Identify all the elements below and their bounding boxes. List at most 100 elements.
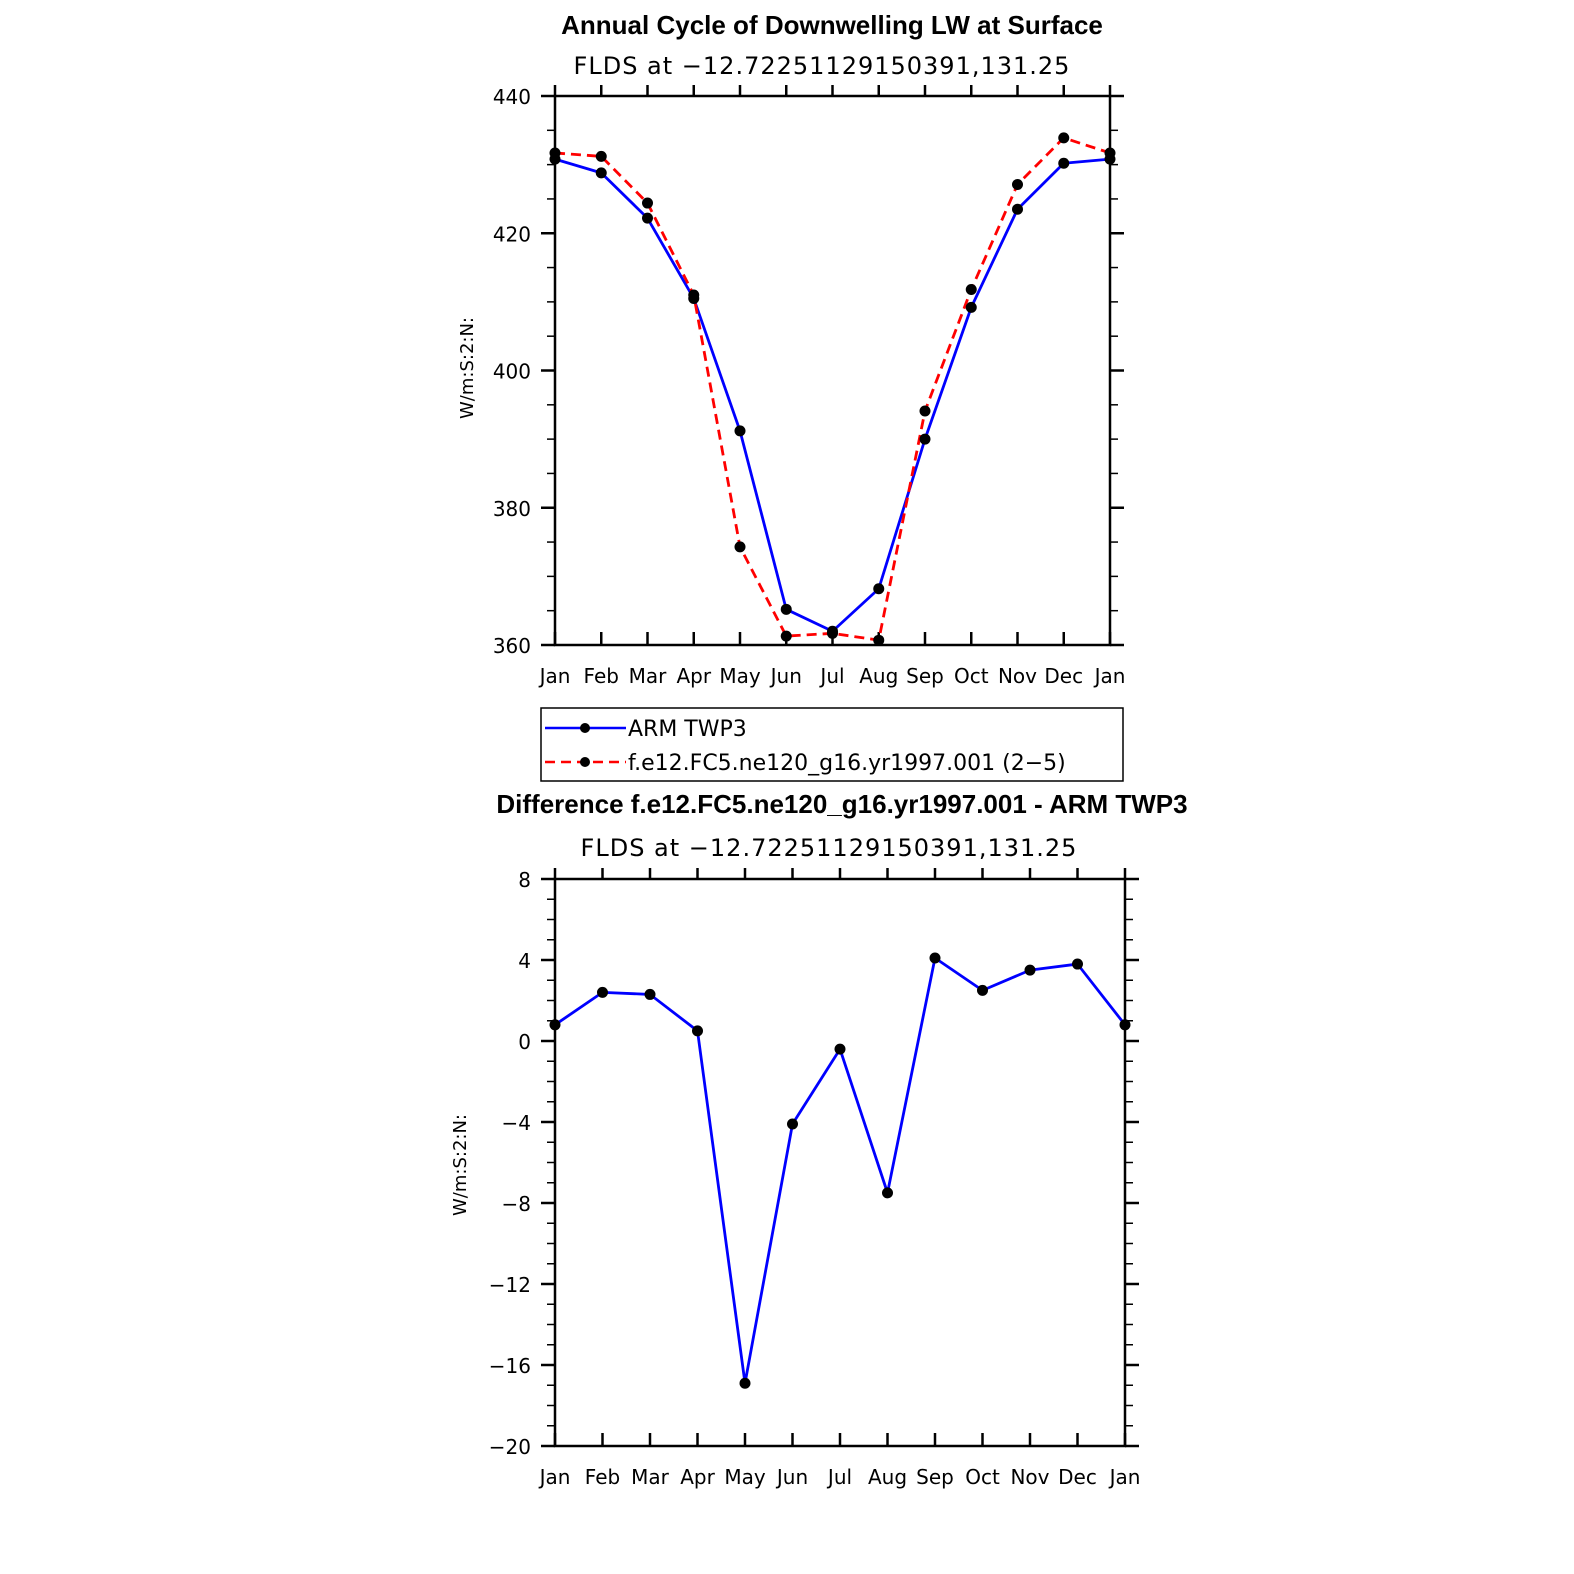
axis-ticks (541, 85, 1124, 647)
y-tick-label: −12 (489, 1273, 531, 1297)
series-lines (554, 956, 1127, 1385)
tick-labels: Jan Feb Mar Apr May Jun Jul Aug Sep Oct Nov Dec Jan−… (489, 868, 1141, 1489)
y-tick-label: 8 (518, 868, 531, 892)
data-point (1119, 1019, 1131, 1031)
data-point (688, 289, 700, 301)
data-point (1058, 157, 1070, 169)
series-line (554, 136, 1111, 642)
data-point (780, 630, 792, 642)
series-line (554, 157, 1111, 633)
chart-title: Difference f.e12.FC5.ne120_g16.yr1997.00… (496, 789, 1187, 819)
x-tick-label: Jan (1108, 1465, 1141, 1489)
data-point (642, 197, 653, 209)
chart-subtitle: FLDS at −12.72251129150391,131.25 (581, 834, 1078, 862)
data-point (827, 627, 838, 639)
series-lines (554, 136, 1111, 642)
y-axis-label: W/m:S:2:N: (457, 317, 478, 419)
data-point (873, 583, 885, 595)
y-tick-label: −4 (502, 1111, 531, 1135)
y-tick-label: 440 (493, 85, 531, 109)
data-point (1058, 132, 1070, 144)
data-point (1024, 964, 1036, 976)
x-tick-label: Jun (775, 1465, 808, 1489)
legend-box (540, 707, 1124, 782)
y-tick-label: −16 (489, 1354, 531, 1378)
data-point (919, 405, 931, 417)
x-tick-label: Dec (1058, 1465, 1097, 1489)
x-tick-label: Feb (584, 664, 619, 688)
y-axis-label: W/m:S:2:N: (450, 1114, 471, 1216)
legend-marker-model (580, 757, 590, 767)
data-point (549, 147, 561, 159)
data-point (965, 301, 977, 313)
y-tick-label: −20 (489, 1435, 531, 1459)
x-tick-label: Nov (1010, 1465, 1049, 1489)
x-tick-label: Jan (538, 664, 571, 688)
data-point (1104, 147, 1116, 159)
plot-frame (553, 94, 1112, 647)
y-tick-label: 360 (493, 634, 531, 658)
data-point (882, 1187, 893, 1199)
y-tick-label: 420 (493, 222, 531, 246)
x-tick-label: Aug (859, 664, 898, 688)
data-point (595, 150, 607, 162)
y-tick-label: 4 (518, 949, 531, 973)
data-point (734, 541, 746, 553)
y-tick-label: 400 (493, 360, 531, 384)
data-point (919, 433, 931, 445)
x-tick-label: Jan (1093, 664, 1126, 688)
x-tick-label: Aug (868, 1465, 907, 1489)
x-tick-label: Apr (680, 1465, 715, 1489)
legend: ARM TWP3 f.e12.FC5.ne120_g16.yr1997.001 … (540, 707, 1124, 782)
legend-label-arm: ARM TWP3 (628, 717, 747, 742)
chart-subtitle: FLDS at −12.72251129150391,131.25 (574, 52, 1071, 80)
legend-marker-arm (580, 723, 590, 733)
x-tick-label: Oct (954, 664, 989, 688)
annual-cycle-chart: Annual Cycle of Downwelling LW at Surfac… (457, 10, 1126, 782)
data-point (977, 984, 988, 996)
data-point (929, 952, 941, 964)
x-tick-label: May (724, 1465, 766, 1489)
legend-label-model: f.e12.FC5.ne120_g16.yr1997.001 (2−5) (628, 751, 1066, 776)
data-point (692, 1025, 703, 1037)
x-tick-label: Jul (818, 664, 844, 688)
x-tick-label: Mar (631, 1465, 670, 1489)
data-point (780, 603, 792, 615)
x-tick-label: Sep (906, 664, 944, 688)
data-point (873, 634, 885, 646)
x-tick-label: Apr (676, 664, 711, 688)
x-tick-label: Feb (585, 1465, 620, 1489)
data-point (1012, 203, 1023, 215)
series-points (549, 132, 1116, 646)
series-points (549, 952, 1131, 1389)
data-point (834, 1043, 846, 1055)
y-tick-label: 0 (518, 1030, 531, 1054)
x-tick-label: Sep (916, 1465, 954, 1489)
axis-ticks (541, 868, 1139, 1448)
chart-title: Annual Cycle of Downwelling LW at Surfac… (561, 10, 1103, 40)
plot-frame (553, 877, 1127, 1448)
data-point (1012, 179, 1023, 191)
x-tick-label: Jun (769, 664, 802, 688)
data-point (739, 1377, 751, 1389)
data-point (597, 986, 608, 998)
data-point (965, 284, 977, 296)
data-point (644, 988, 656, 1000)
data-point (642, 212, 653, 224)
x-tick-label: Dec (1044, 664, 1083, 688)
x-tick-label: Mar (629, 664, 668, 688)
y-tick-label: −8 (502, 1192, 531, 1216)
y-tick-label: 380 (493, 497, 531, 521)
x-tick-label: Jan (538, 1465, 571, 1489)
data-point (549, 1019, 561, 1031)
x-tick-label: Jul (826, 1465, 852, 1489)
data-point (595, 167, 607, 179)
tick-labels: Jan Feb Mar Apr May Jun Jul Aug Sep Oct Nov Dec Jan 3… (493, 85, 1126, 688)
data-point (787, 1118, 798, 1130)
x-tick-label: Nov (998, 664, 1037, 688)
x-tick-label: Oct (965, 1465, 1000, 1489)
data-point (1072, 958, 1083, 970)
data-point (734, 425, 746, 437)
difference-chart: Difference f.e12.FC5.ne120_g16.yr1997.00… (450, 789, 1188, 1489)
